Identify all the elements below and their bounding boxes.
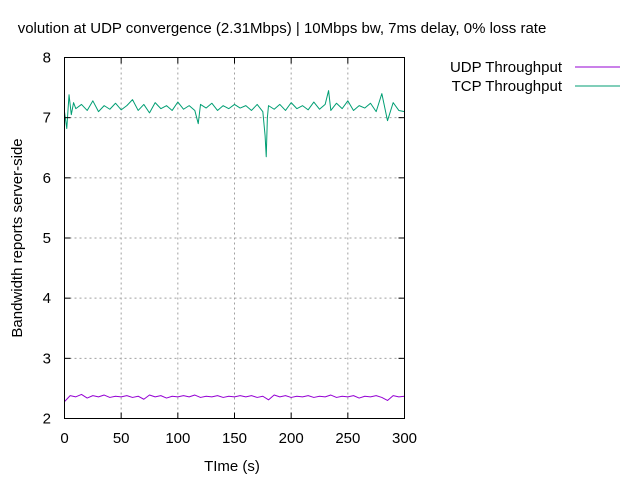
- x-tick-label-5: 250: [335, 430, 360, 447]
- axis-ticks: 0 50 100 150 200 250 300 2 3 4 5 6 7 8: [43, 50, 417, 448]
- y-tick-label-6: 8: [43, 50, 51, 67]
- series-line-tcp-throughput: [64, 90, 405, 158]
- x-tick-label-2: 100: [165, 430, 190, 447]
- legend: UDP Throughput TCP Throughput: [450, 59, 620, 95]
- legend-label-tcp-throughput: TCP Throughput: [452, 78, 563, 95]
- y-tick-label-1: 3: [43, 350, 51, 367]
- x-tick-label-3: 150: [222, 430, 247, 447]
- y-tick-label-3: 5: [43, 230, 51, 247]
- y-tick-label-2: 4: [43, 290, 51, 307]
- chart-title: volution at UDP convergence (2.31Mbps) |…: [18, 20, 547, 37]
- x-tick-label-1: 50: [113, 430, 130, 447]
- x-tick-label-6: 300: [392, 430, 417, 447]
- y-tick-label-5: 7: [43, 110, 51, 127]
- grid-lines: [64, 57, 405, 419]
- x-axis-label: TIme (s): [204, 458, 260, 475]
- legend-label-udp-throughput: UDP Throughput: [450, 59, 563, 76]
- series-lines: [64, 90, 405, 402]
- y-tick-label-4: 6: [43, 170, 51, 187]
- x-tick-label-4: 200: [279, 430, 304, 447]
- series-line-udp-throughput: [64, 393, 405, 402]
- x-tick-label-0: 0: [60, 430, 68, 447]
- y-tick-label-0: 2: [43, 411, 51, 428]
- y-axis-label: Bandwidth reports server-side: [9, 138, 26, 337]
